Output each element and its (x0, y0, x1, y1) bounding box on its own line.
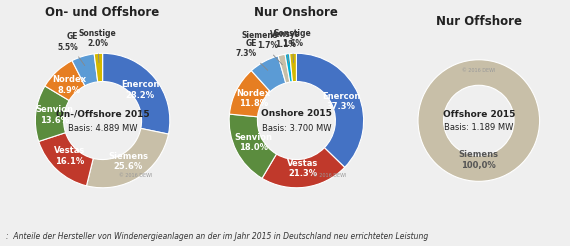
Wedge shape (87, 128, 169, 188)
Text: © 2016 DEWI: © 2016 DEWI (462, 68, 495, 73)
Wedge shape (94, 53, 103, 82)
Text: Nordex
8.9%: Nordex 8.9% (52, 76, 87, 95)
Text: :  Anteile der Hersteller von Windenergieanlagen an der im Jahr 2015 in Deutschl: : Anteile der Hersteller von Windenergie… (6, 232, 428, 241)
Text: Sonstige
1.6%: Sonstige 1.6% (274, 29, 311, 63)
Text: © 2016 DEWI: © 2016 DEWI (314, 173, 347, 178)
Title: On- und Offshore: On- und Offshore (46, 5, 160, 18)
Text: Basis: 3.700 MW: Basis: 3.700 MW (262, 124, 331, 133)
Wedge shape (230, 71, 270, 117)
Text: Enercon
28.2%: Enercon 28.2% (121, 80, 159, 100)
Wedge shape (72, 54, 97, 86)
Text: Vestas
16.1%: Vestas 16.1% (54, 146, 86, 166)
Text: Offshore 2015: Offshore 2015 (443, 110, 515, 119)
Wedge shape (296, 53, 364, 167)
Text: Onshore 2015: Onshore 2015 (261, 109, 332, 118)
Text: Vestas
21.3%: Vestas 21.3% (287, 159, 319, 178)
Text: Siemens
100,0%: Siemens 100,0% (459, 150, 499, 170)
Wedge shape (251, 56, 286, 92)
Wedge shape (278, 54, 290, 83)
Title: Nur Onshore: Nur Onshore (254, 5, 339, 18)
Text: Sonstige
2.0%: Sonstige 2.0% (79, 29, 116, 63)
Text: Basis: 1.189 MW: Basis: 1.189 MW (444, 123, 514, 132)
Wedge shape (418, 60, 540, 181)
Text: © 2016 DEWI: © 2016 DEWI (120, 173, 153, 178)
Wedge shape (35, 86, 69, 141)
Wedge shape (103, 53, 170, 134)
Wedge shape (45, 61, 85, 101)
Wedge shape (285, 54, 292, 82)
Wedge shape (290, 53, 296, 82)
Wedge shape (262, 148, 345, 188)
Text: GE
5.5%: GE 5.5% (58, 32, 85, 66)
Text: Senvion
18.0%: Senvion 18.0% (234, 133, 272, 152)
Text: Siemens
1.7%: Siemens 1.7% (242, 31, 282, 65)
Text: GE
7.3%: GE 7.3% (235, 39, 268, 70)
Wedge shape (39, 133, 93, 186)
Text: On-/Offshore 2015: On-/Offshore 2015 (56, 109, 149, 118)
Text: Nordex
11.8%: Nordex 11.8% (236, 89, 270, 108)
Text: Basis: 4.889 MW: Basis: 4.889 MW (68, 124, 137, 133)
Title: Nur Offshore: Nur Offshore (436, 15, 522, 28)
Text: Enercon
37.3%: Enercon 37.3% (322, 92, 360, 111)
Wedge shape (229, 114, 276, 178)
Text: Vensys
1.1%: Vensys 1.1% (270, 30, 300, 63)
Text: Siemens
25.6%: Siemens 25.6% (108, 152, 148, 171)
Text: Senvion
13.6%: Senvion 13.6% (35, 106, 74, 125)
